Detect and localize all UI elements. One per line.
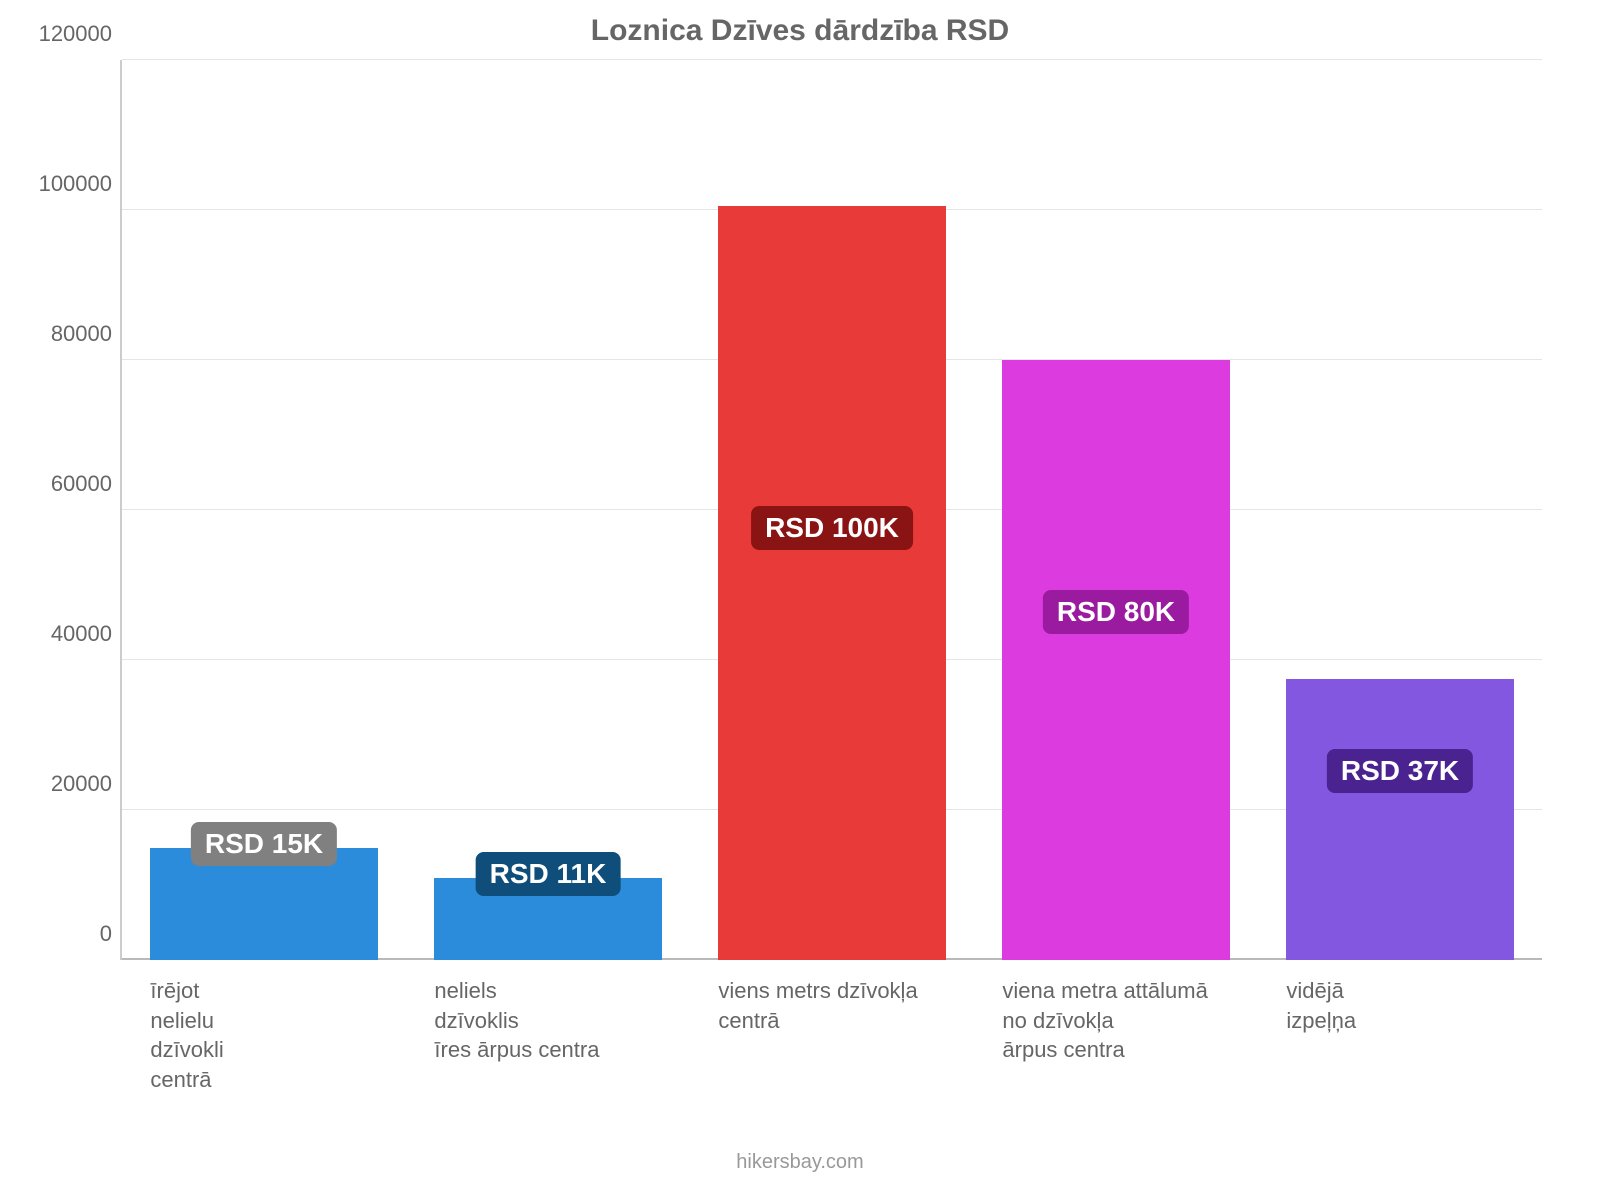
bar-slot: RSD 37Kvidējā izpeļņa bbox=[1258, 60, 1542, 960]
x-tick-label: neliels dzīvoklis īres ārpus centra bbox=[434, 960, 661, 1065]
y-tick-label: 20000 bbox=[51, 771, 122, 797]
bar: RSD 37K bbox=[1286, 679, 1513, 960]
bar-slot: RSD 80Kviena metra attālumā no dzīvokļa … bbox=[974, 60, 1258, 960]
bar-value-badge: RSD 37K bbox=[1327, 749, 1473, 793]
y-tick-label: 0 bbox=[100, 921, 122, 947]
bar-value-badge: RSD 15K bbox=[191, 822, 337, 866]
y-tick-label: 60000 bbox=[51, 471, 122, 497]
bar-value-badge: RSD 11K bbox=[476, 852, 621, 896]
chart-footer: hikersbay.com bbox=[0, 1151, 1600, 1174]
y-tick-label: 40000 bbox=[51, 621, 122, 647]
x-tick-label: īrējot nelielu dzīvokli centrā bbox=[150, 960, 377, 1095]
chart-container: Loznica Dzīves dārdzība RSD 020000400006… bbox=[0, 0, 1600, 1200]
bar: RSD 80K bbox=[1002, 360, 1229, 960]
bar: RSD 100K bbox=[718, 206, 945, 960]
bar: RSD 11K bbox=[434, 878, 661, 961]
bar-value-badge: RSD 100K bbox=[751, 506, 913, 550]
bar-value-badge: RSD 80K bbox=[1043, 590, 1189, 634]
x-tick-label: viens metrs dzīvokļa centrā bbox=[718, 960, 945, 1035]
x-tick-label: viena metra attālumā no dzīvokļa ārpus c… bbox=[1002, 960, 1229, 1065]
y-tick-label: 80000 bbox=[51, 321, 122, 347]
y-tick-label: 100000 bbox=[39, 171, 122, 197]
chart-title: Loznica Dzīves dārdzība RSD bbox=[0, 14, 1600, 48]
bar-slot: RSD 11Kneliels dzīvoklis īres ārpus cent… bbox=[406, 60, 690, 960]
y-tick-label: 120000 bbox=[39, 21, 122, 47]
bar: RSD 15K bbox=[150, 848, 377, 961]
plot-area: 020000400006000080000100000120000RSD 15K… bbox=[120, 60, 1542, 960]
bar-slot: RSD 100Kviens metrs dzīvokļa centrā bbox=[690, 60, 974, 960]
x-tick-label: vidējā izpeļņa bbox=[1286, 960, 1513, 1035]
bar-slot: RSD 15Kīrējot nelielu dzīvokli centrā bbox=[122, 60, 406, 960]
